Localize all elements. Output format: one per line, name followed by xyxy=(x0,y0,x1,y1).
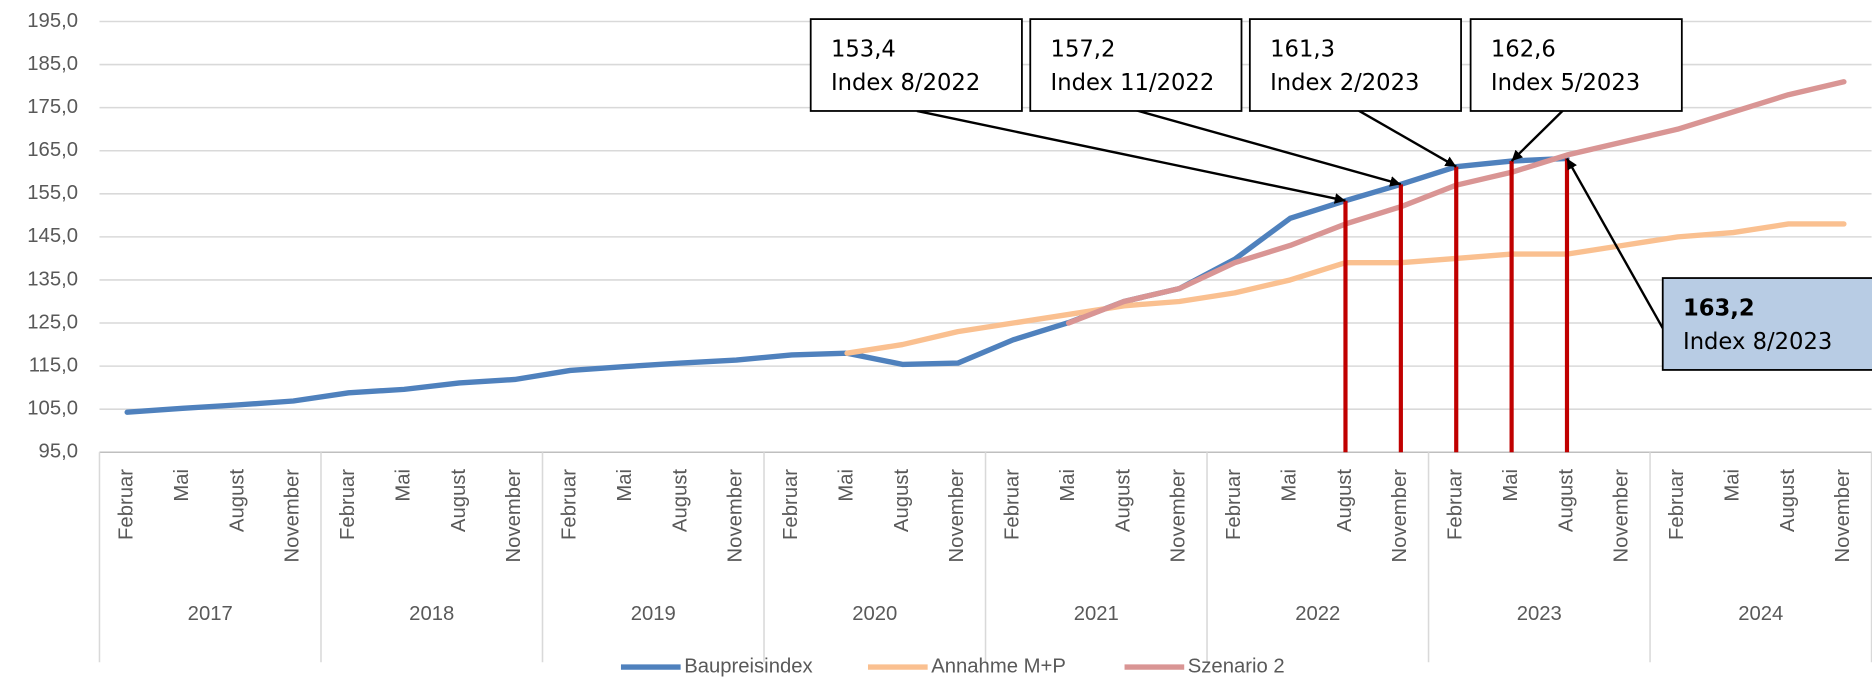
x-tick-label: Mai xyxy=(1278,469,1300,502)
y-tick-label: 195,0 xyxy=(27,10,78,32)
callout-text: Index 11/2022 xyxy=(1051,70,1215,96)
x-tick-label: November xyxy=(725,469,747,563)
x-tick-label: August xyxy=(226,469,248,532)
y-tick-label: 175,0 xyxy=(27,96,78,118)
callout-arrow xyxy=(1510,108,1565,162)
x-tick-label: November xyxy=(946,469,968,563)
x-tick-label: August xyxy=(1555,469,1577,532)
y-tick-label: 165,0 xyxy=(27,139,78,161)
x-tick-label: Februar xyxy=(1445,469,1467,540)
x-tick-label: November xyxy=(282,469,304,563)
x-tick-label: November xyxy=(1611,469,1633,563)
y-tick-label: 155,0 xyxy=(27,182,78,204)
callout-box xyxy=(1661,277,1872,371)
callout-text: Index 8/2023 xyxy=(1683,329,1832,355)
callout: 157,2 Index 11/2022 xyxy=(1029,18,1243,112)
x-tick-label: November xyxy=(1168,469,1190,563)
x-tick-label: Februar xyxy=(1002,469,1024,540)
x-tick-label: August xyxy=(1112,469,1134,532)
x-tick-label: August xyxy=(669,469,691,532)
y-tick-label: 185,0 xyxy=(27,53,78,75)
callout-box xyxy=(1469,18,1683,112)
callout: 153,4 Index 8/2022 xyxy=(809,18,1023,112)
x-tick-label: Mai xyxy=(1721,469,1743,502)
callout-arrow xyxy=(916,109,1346,204)
x-tick-label: Mai xyxy=(835,469,857,502)
x-tick-label: August xyxy=(448,469,470,532)
x-tick-label: Februar xyxy=(337,469,359,540)
x-tick-label: August xyxy=(1334,469,1356,532)
x-tick-label: August xyxy=(1777,469,1799,532)
legend-label: Annahme M+P xyxy=(931,655,1066,677)
y-tick-label: 95,0 xyxy=(39,441,78,463)
x-tick-label: Mai xyxy=(392,469,414,502)
callout-value: 163,2 xyxy=(1683,296,1755,322)
callout-box xyxy=(809,18,1023,112)
callout-value: 157,2 xyxy=(1051,37,1116,63)
callout: 163,2 Index 8/2023 xyxy=(1661,277,1872,371)
callout-value: 153,4 xyxy=(831,37,896,63)
year-label: 2024 xyxy=(1738,603,1783,625)
callout-value: 161,3 xyxy=(1270,37,1335,63)
year-label: 2018 xyxy=(409,603,454,625)
series-line xyxy=(124,155,1570,415)
callout-text: Index 2/2023 xyxy=(1270,70,1419,96)
callout: 162,6 Index 5/2023 xyxy=(1469,18,1683,112)
callout-text: Index 8/2022 xyxy=(831,70,980,96)
x-tick-label: Mai xyxy=(1500,469,1522,502)
x-tick-label: November xyxy=(1389,469,1411,563)
legend-label: Baupreisindex xyxy=(684,655,812,677)
callout-box xyxy=(1029,18,1243,112)
x-tick-label: Februar xyxy=(780,469,802,540)
callout-arrow xyxy=(1356,108,1457,168)
year-label: 2019 xyxy=(631,603,676,625)
y-tick-label: 105,0 xyxy=(27,398,78,420)
x-tick-label: Februar xyxy=(116,469,138,540)
year-label: 2021 xyxy=(1074,603,1119,625)
year-label: 2022 xyxy=(1295,603,1340,625)
callout: 161,3 Index 2/2023 xyxy=(1248,18,1462,112)
callout-value: 162,6 xyxy=(1491,37,1556,63)
x-tick-label: Februar xyxy=(559,469,581,540)
x-tick-label: Februar xyxy=(1223,469,1245,540)
y-tick-label: 145,0 xyxy=(27,225,78,247)
callout-box xyxy=(1248,18,1462,112)
x-tick-label: November xyxy=(1832,469,1854,563)
x-tick-label: Februar xyxy=(1666,469,1688,540)
x-tick-label: Mai xyxy=(614,469,636,502)
x-tick-label: August xyxy=(891,469,913,532)
y-tick-label: 135,0 xyxy=(27,268,78,290)
callout-arrow xyxy=(1565,157,1664,329)
x-tick-label: Mai xyxy=(1057,469,1079,502)
year-label: 2023 xyxy=(1517,603,1562,625)
y-tick-label: 125,0 xyxy=(27,311,78,333)
x-tick-label: November xyxy=(503,469,525,563)
year-label: 2020 xyxy=(852,603,897,625)
callout-text: Index 5/2023 xyxy=(1491,70,1640,96)
callout-arrow xyxy=(1133,108,1402,187)
legend-label: Szenario 2 xyxy=(1188,655,1285,677)
year-label: 2017 xyxy=(188,603,233,625)
y-tick-label: 115,0 xyxy=(29,354,78,376)
x-tick-label: Mai xyxy=(171,469,193,502)
